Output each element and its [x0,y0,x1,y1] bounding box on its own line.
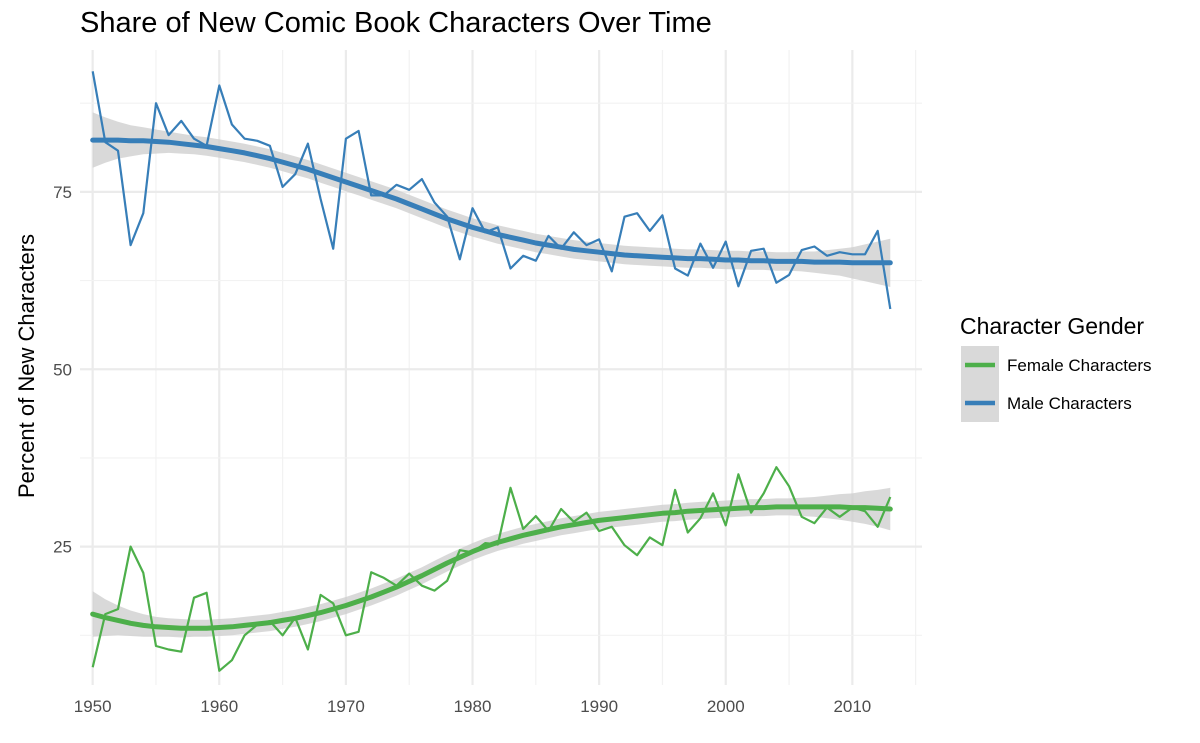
legend-label-female-characters: Female Characters [1007,356,1152,375]
male-characters-line [91,71,892,310]
x-tick-label: 1970 [327,697,365,716]
tick-labels: 1950 1960 1970 1980 1990 2000 2010 25 50 75 [53,183,871,716]
grid [80,50,922,685]
x-tick-label: 1980 [454,697,492,716]
series-lines [91,71,892,672]
y-tick-label: 75 [53,183,72,202]
legend: Character Gender Female Characters Male C… [960,313,1152,422]
y-tick-label: 25 [53,538,72,557]
chart-title: Share of New Comic Book Characters Over … [80,7,712,39]
y-tick-label: 50 [53,360,72,379]
x-tick-label: 2010 [833,697,871,716]
male-characters-band [92,112,891,288]
legend-title: Character Gender [960,313,1144,339]
female-characters-line [91,466,892,672]
x-tick-label: 1960 [200,697,238,716]
legend-label-male-characters: Male Characters [1007,394,1132,413]
y-axis-label: Percent of New Characters [14,234,39,498]
female-characters-smooth-line [90,504,893,631]
x-tick-label: 1950 [74,697,112,716]
male-characters-smooth-line [90,137,893,266]
female-characters-band [92,487,891,638]
confidence-bands [92,112,891,638]
x-tick-label: 1990 [580,697,618,716]
x-tick-label: 2000 [707,697,745,716]
smooth-lines [90,137,893,631]
